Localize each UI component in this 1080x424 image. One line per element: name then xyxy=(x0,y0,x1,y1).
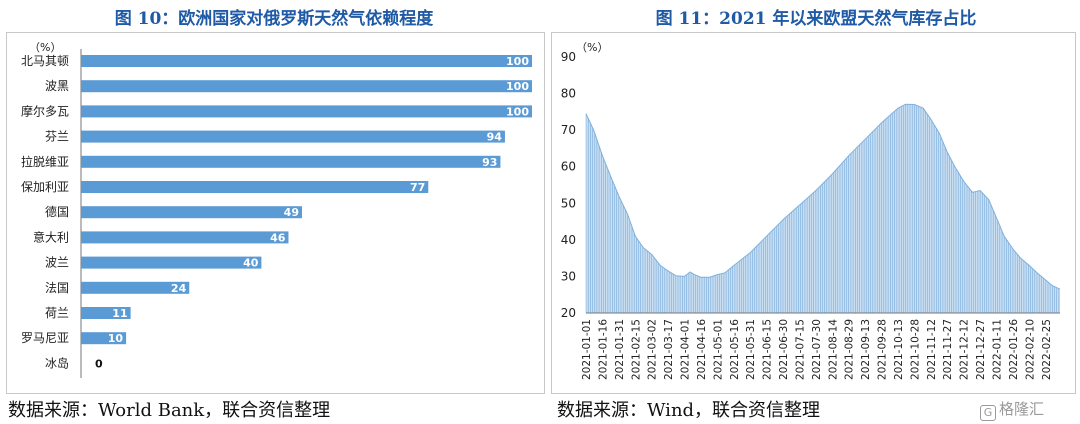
area-series-line xyxy=(585,103,1061,290)
x-tick-label: 2021-10-13 xyxy=(893,319,905,380)
x-tick-label: 2021-04-01 xyxy=(680,319,692,380)
x-tick-label: 2021-03-17 xyxy=(663,319,675,380)
right-source-note: 数据来源：Wind，联合资信整理 xyxy=(557,400,821,421)
bar-category-label: 德国 xyxy=(45,204,69,219)
x-tick-label: 2021-02-15 xyxy=(630,319,642,380)
x-tick-label: 2021-06-30 xyxy=(778,319,790,380)
x-tick-label: 2021-04-16 xyxy=(696,319,708,380)
bar-data-label: 0 xyxy=(95,357,103,370)
x-tick-label: 2021-01-01 xyxy=(581,319,593,380)
x-tick-label: 2021-07-15 xyxy=(795,319,807,380)
bar-chart-unit-label: （%） xyxy=(29,41,61,54)
bar-data-label: 11 xyxy=(112,307,127,320)
x-tick-label: 2021-07-30 xyxy=(811,319,823,380)
watermark-logo-icon: G xyxy=(980,405,996,421)
x-tick-label: 2022-02-10 xyxy=(1024,319,1036,380)
bar xyxy=(81,332,127,345)
bar xyxy=(81,256,262,269)
bar-data-label: 49 xyxy=(284,206,299,219)
x-tick-label: 2022-02-25 xyxy=(1041,319,1053,380)
bar-chart-panel: （%） 北马其顿 100 波黑 100 摩尔多瓦 100 芬兰 94 拉脱维亚 93 保加利亚 77 德国… xyxy=(6,32,545,394)
area-chart-unit-label: （%） xyxy=(576,41,608,54)
bar xyxy=(81,231,289,244)
bar xyxy=(81,206,302,219)
x-tick-label: 2021-06-15 xyxy=(762,319,774,380)
bar-category-label: 波黑 xyxy=(45,79,69,93)
y-tick-label: 30 xyxy=(561,269,576,283)
x-tick-label: 2021-03-02 xyxy=(647,319,659,380)
bar-category-label: 拉脱维亚 xyxy=(21,154,69,169)
bar-data-label: 10 xyxy=(108,332,124,345)
bar-data-label: 100 xyxy=(506,55,529,68)
bar xyxy=(81,307,131,319)
area-series-fill xyxy=(586,104,1060,313)
y-tick-label: 80 xyxy=(561,87,576,101)
y-tick-label: 90 xyxy=(561,50,576,64)
bar-data-label: 100 xyxy=(506,80,529,93)
bar-category-label: 保加利亚 xyxy=(21,180,69,194)
bar xyxy=(81,281,190,294)
bar xyxy=(81,181,429,193)
x-tick-label: 2021-09-13 xyxy=(860,319,872,380)
y-tick-label: 60 xyxy=(561,160,576,174)
bar-data-label: 77 xyxy=(410,181,425,194)
x-tick-label: 2022-01-26 xyxy=(1008,319,1020,380)
area-chart-panel: （%） 20 30 40 50 60 70 80 90 2021-01-01 2021-01-16 2… xyxy=(551,32,1076,394)
bar-data-label: 94 xyxy=(487,131,503,144)
left-source-note: 数据来源：World Bank，联合资信整理 xyxy=(8,400,331,421)
x-tick-label: 2021-01-31 xyxy=(614,319,626,380)
x-tick-label: 2021-12-27 xyxy=(975,319,987,380)
area-chart: （%） 20 30 40 50 60 70 80 90 2021-01-01 2021-01-16 2… xyxy=(561,41,1061,380)
y-tick-label: 40 xyxy=(561,233,576,247)
x-tick-label: 2021-11-12 xyxy=(926,319,938,380)
x-tick-label: 2022-01-11 xyxy=(992,319,1004,380)
y-tick-label: 50 xyxy=(561,196,576,210)
x-tick-label: 2021-05-31 xyxy=(745,319,757,380)
y-tick-label: 20 xyxy=(561,306,576,320)
bar-data-label: 100 xyxy=(506,105,529,118)
right-chart-title: 图 11：2021 年以来欧盟天然气库存占比 xyxy=(655,9,977,29)
bar-category-label: 意大利 xyxy=(33,229,69,244)
bar-category-label: 荷兰 xyxy=(45,306,69,320)
left-chart-title: 图 10：欧洲国家对俄罗斯天然气依赖程度 xyxy=(114,9,434,29)
x-tick-label: 2021-01-16 xyxy=(597,319,609,380)
bar-data-label: 24 xyxy=(171,282,187,295)
x-tick-label: 2021-05-16 xyxy=(729,319,741,380)
area-series-bars xyxy=(585,104,1060,313)
x-tick-label: 2021-12-12 xyxy=(959,319,971,380)
y-tick-label: 70 xyxy=(561,123,576,137)
bar-category-label: 芬兰 xyxy=(45,130,69,144)
bar xyxy=(81,130,505,143)
x-tick-label: 2021-10-28 xyxy=(909,319,921,380)
bar xyxy=(81,80,532,93)
bar xyxy=(81,155,501,168)
bar xyxy=(81,55,532,67)
bar-data-label: 40 xyxy=(243,257,259,270)
x-tick-label: 2021-09-28 xyxy=(877,319,889,380)
watermark-text: 格隆汇 xyxy=(999,400,1045,418)
x-tick-label: 2021-08-14 xyxy=(827,319,839,380)
x-tick-label: 2021-05-01 xyxy=(712,319,724,380)
bar xyxy=(81,105,532,118)
bar-data-label: 46 xyxy=(270,231,286,244)
bar-category-label: 波兰 xyxy=(45,256,69,270)
bar-category-label: 罗马尼亚 xyxy=(21,331,69,345)
bar-category-label: 法国 xyxy=(45,281,69,295)
bar-category-label: 摩尔多瓦 xyxy=(21,103,69,118)
bar-category-label: 冰岛 xyxy=(45,355,69,370)
bar-category-label: 北马其顿 xyxy=(21,54,69,68)
bar-data-label: 93 xyxy=(482,156,497,169)
x-tick-label: 2021-11-27 xyxy=(942,319,954,380)
watermark: G 格隆汇 xyxy=(980,398,1044,421)
x-tick-label: 2021-08-29 xyxy=(844,319,856,380)
